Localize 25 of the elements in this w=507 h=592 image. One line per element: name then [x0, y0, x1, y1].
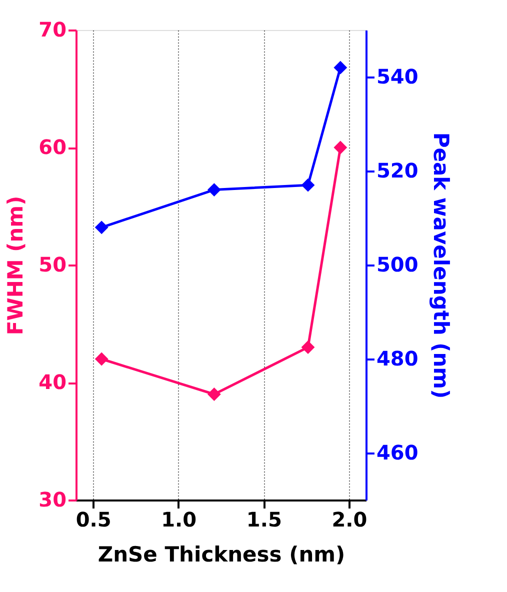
x-tick-label: 0.5 [76, 508, 112, 532]
y2-tick-label: 460 [376, 440, 418, 464]
point [334, 140, 348, 154]
x-tick-label: 1.0 [161, 508, 197, 532]
y-axis-title: FWHM (nm) [4, 196, 28, 336]
point [334, 60, 348, 74]
y2-axis-title: Peak wavelength (nm) [429, 132, 454, 399]
y-tick-label: 40 [38, 370, 66, 394]
x-tick-label: 1.5 [246, 508, 282, 532]
y-tick-label: 70 [38, 18, 66, 42]
y2-tick-label: 480 [376, 346, 418, 370]
y-tick-label: 30 [38, 488, 66, 512]
point [207, 388, 221, 401]
y2-tick-label: 500 [376, 252, 418, 276]
x-tick-label: 2.0 [332, 508, 368, 532]
point [207, 183, 221, 197]
point [301, 178, 315, 192]
y-tick-label: 50 [38, 252, 66, 276]
point [301, 340, 315, 354]
x-axis-title: ZnSe Thickness (nm) [98, 542, 346, 566]
point [94, 352, 108, 366]
point [94, 220, 108, 234]
y2-tick-label: 520 [376, 158, 418, 182]
y2-tick-label: 540 [376, 64, 418, 88]
y-tick-label: 60 [38, 135, 66, 159]
